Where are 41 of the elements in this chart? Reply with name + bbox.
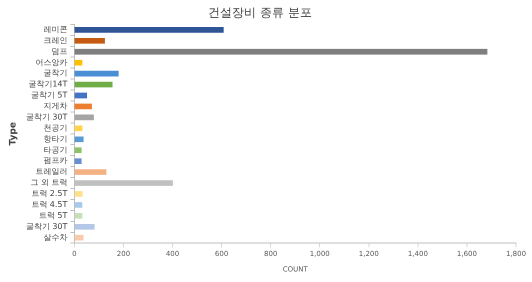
bar [74,136,84,142]
bar [74,224,95,230]
y-tick-label: 트레일러 [35,167,68,176]
y-tick-label: 굴착기 30T [26,222,68,231]
y-axis-title: Type [8,122,19,146]
bar [74,48,488,55]
y-tick-label: 항타기 [43,134,68,144]
bar [74,191,83,197]
bar [74,104,92,110]
y-tick-label: 트럭 5T [38,210,68,220]
bar [74,234,84,241]
y-tick-label: 레미콘 [43,24,68,34]
y-tick-label: 굴착기14T [28,80,68,89]
bar [74,114,94,120]
y-tick-label: 크레인 [43,36,68,45]
y-tick-label: 살수차 [43,232,68,242]
bar [74,38,105,44]
bar [74,92,88,98]
bar [74,82,113,88]
chart-title: 건설장비 종류 분포 [208,5,312,20]
y-tick-label: 어스앙카 [35,58,68,67]
y-tick-label: 펌프카 [43,156,68,166]
bar [74,60,82,66]
y-tick-label: 굴착기 30T [26,112,68,122]
bar [74,70,119,76]
y-tick-label: 트럭 4.5T [31,200,68,209]
bar [74,202,82,208]
y-tick-label: 지게차 [43,102,68,111]
y-tick-label: 굴착기 [43,68,68,78]
bar [74,126,82,132]
y-tick-label: 트럭 2.5T [31,189,68,198]
y-tick-label: 그 외 트럭 [30,178,68,188]
bar [74,169,106,175]
bar [74,27,224,33]
bar [74,147,82,154]
y-tick-label: 굴착기 5T [30,90,68,100]
y-tick-label: 천공기 [43,123,68,132]
y-tick-label: 타공기 [43,145,68,154]
bar [74,158,82,164]
y-tick-label: 덤프 [51,46,68,56]
bar [74,213,82,219]
